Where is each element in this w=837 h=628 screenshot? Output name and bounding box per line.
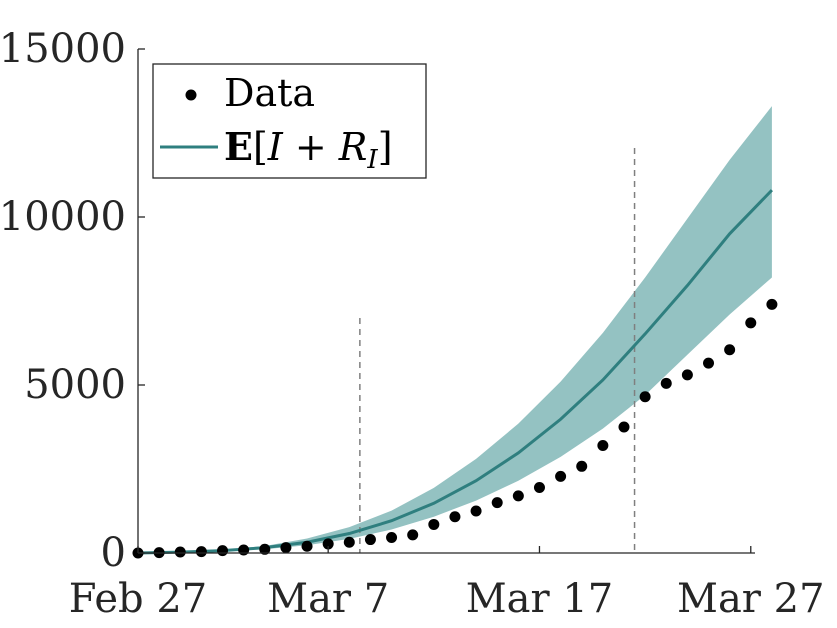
vertical-marker-layer bbox=[359, 148, 636, 553]
legend-data-label: Data bbox=[224, 71, 315, 115]
data-point bbox=[766, 298, 778, 310]
data-point bbox=[343, 536, 355, 548]
data-point bbox=[618, 421, 630, 433]
data-point bbox=[491, 497, 503, 509]
x-tick-label: Mar 17 bbox=[466, 576, 614, 622]
data-point bbox=[681, 369, 693, 381]
x-tick-label: Mar 7 bbox=[267, 576, 389, 622]
data-point bbox=[364, 534, 376, 546]
data-point bbox=[407, 529, 419, 541]
data-point bbox=[660, 377, 672, 389]
data-point bbox=[428, 518, 440, 530]
y-tick-label: 10000 bbox=[0, 194, 126, 240]
data-point bbox=[386, 532, 398, 544]
data-point bbox=[555, 470, 567, 482]
axes: 0 5000 10000 15000 Feb 27 Mar 7 Mar 17 Mar 27 bbox=[0, 26, 825, 622]
data-point bbox=[639, 391, 651, 403]
y-tick-label: 0 bbox=[101, 530, 126, 576]
data-point bbox=[470, 505, 482, 517]
data-points-layer bbox=[132, 298, 778, 559]
data-point bbox=[174, 546, 186, 558]
confidence-band bbox=[138, 106, 772, 554]
data-point bbox=[576, 460, 588, 472]
data-point bbox=[195, 546, 207, 558]
data-point bbox=[449, 511, 461, 523]
data-point bbox=[280, 542, 292, 554]
x-tick-label: Mar 27 bbox=[677, 576, 825, 622]
data-point bbox=[512, 490, 524, 502]
data-point bbox=[301, 540, 313, 552]
data-point bbox=[597, 439, 609, 451]
data-point bbox=[322, 538, 334, 550]
legend-data-marker bbox=[185, 89, 197, 101]
legend-box bbox=[152, 63, 427, 179]
data-point bbox=[533, 481, 545, 493]
data-point bbox=[259, 543, 271, 555]
legend: Data E[I + RI] bbox=[152, 63, 427, 179]
data-point bbox=[724, 344, 736, 356]
legend-expectation-label: E[I + RI] bbox=[224, 124, 393, 175]
y-tick-label: 15000 bbox=[0, 26, 126, 72]
confidence-band-layer bbox=[138, 106, 772, 554]
x-tick-label: Feb 27 bbox=[69, 576, 207, 622]
data-point bbox=[703, 357, 715, 369]
y-tick-label: 5000 bbox=[24, 362, 126, 408]
data-point bbox=[217, 545, 229, 557]
data-point bbox=[238, 544, 250, 556]
data-point bbox=[745, 317, 757, 329]
